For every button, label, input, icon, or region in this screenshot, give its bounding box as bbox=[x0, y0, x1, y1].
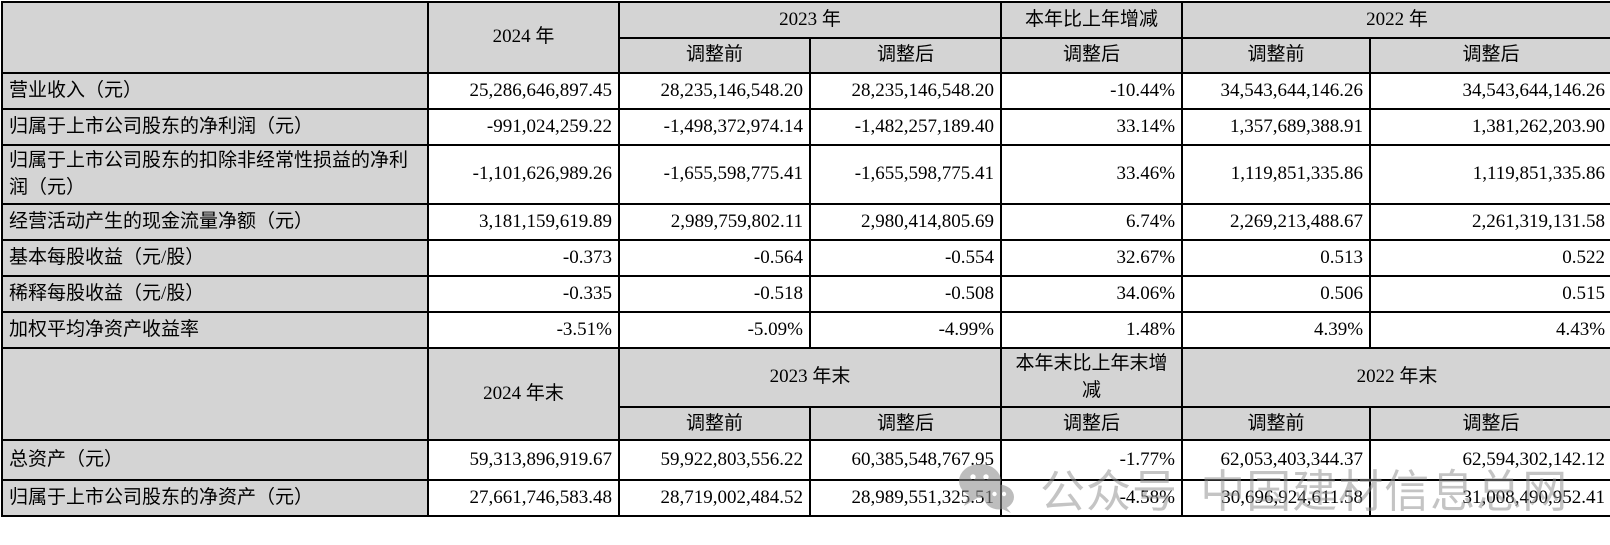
cell-2024: -991,024,259.22 bbox=[427, 108, 620, 146]
cell-2023-before: -0.564 bbox=[618, 239, 811, 278]
row-label: 加权平均净资产收益率 bbox=[1, 311, 429, 350]
subheader-2023-before: 调整前 bbox=[618, 37, 811, 74]
cell-2023-after: -0.554 bbox=[808, 239, 1003, 278]
corner-blank-cell bbox=[1, 1, 429, 74]
cell-2022-after: 1,381,262,203.90 bbox=[1369, 108, 1610, 146]
cell-2024: -3.51% bbox=[427, 311, 620, 350]
cell-2023-before: -0.518 bbox=[618, 275, 811, 314]
cell-2024: -0.335 bbox=[427, 275, 620, 314]
cell-2023-after: 60,385,548,767.95 bbox=[808, 439, 1003, 482]
subheader-2023-after: 调整后 bbox=[808, 37, 1003, 74]
cell-change: 33.46% bbox=[1000, 143, 1184, 206]
table-row-revenue: 营业收入（元） 25,286,646,897.45 28,235,146,548… bbox=[1, 72, 1610, 110]
cell-2022-after: 1,119,851,335.86 bbox=[1369, 143, 1610, 206]
cell-2024: -0.373 bbox=[427, 239, 620, 278]
table-row-total-assets: 总资产（元） 59,313,896,919.67 59,922,803,556.… bbox=[1, 439, 1610, 482]
cell-2023-after: -4.99% bbox=[808, 311, 1003, 350]
row-label: 基本每股收益（元/股） bbox=[1, 239, 429, 278]
cell-2023-after: -0.508 bbox=[808, 275, 1003, 314]
cell-2022-after: 31,008,490,952.41 bbox=[1369, 479, 1610, 518]
cell-2022-after: 2,261,319,131.58 bbox=[1369, 203, 1610, 242]
cell-2022-before: 2,269,213,488.67 bbox=[1181, 203, 1372, 242]
cell-2022-after: 4.43% bbox=[1369, 311, 1610, 350]
cell-2022-before: 0.506 bbox=[1181, 275, 1372, 314]
row-label: 经营活动产生的现金流量净额（元） bbox=[1, 203, 429, 242]
row-label: 归属于上市公司股东的净利润（元） bbox=[1, 108, 429, 146]
cell-2024: -1,101,626,989.26 bbox=[427, 143, 620, 206]
cell-2022-before: 30,696,924,611.58 bbox=[1181, 479, 1372, 518]
subheader-2022-before: 调整前 bbox=[1181, 37, 1372, 74]
cell-2023-before: -5.09% bbox=[618, 311, 811, 350]
cell-2022-after: 62,594,302,142.12 bbox=[1369, 439, 1610, 482]
col-header-2024-end: 2024 年末 bbox=[427, 347, 620, 442]
cell-change: 1.48% bbox=[1000, 311, 1184, 350]
table-row-basic-eps: 基本每股收益（元/股） -0.373 -0.564 -0.554 32.67% … bbox=[1, 239, 1610, 278]
cell-2023-after: -1,655,598,775.41 bbox=[808, 143, 1003, 206]
cell-2022-before: 62,053,403,344.37 bbox=[1181, 439, 1372, 482]
cell-2022-after: 0.522 bbox=[1369, 239, 1610, 278]
cell-2023-before: 2,989,759,802.11 bbox=[618, 203, 811, 242]
row-label: 归属于上市公司股东的净资产（元） bbox=[1, 479, 429, 518]
col-header-2022: 2022 年 bbox=[1181, 1, 1610, 39]
cell-2023-before: 28,235,146,548.20 bbox=[618, 72, 811, 110]
cell-change: 33.14% bbox=[1000, 108, 1184, 146]
cell-2023-after: -1,482,257,189.40 bbox=[808, 108, 1003, 146]
table-row-net-profit: 归属于上市公司股东的净利润（元） -991,024,259.22 -1,498,… bbox=[1, 108, 1610, 146]
col-header-2022-end: 2022 年末 bbox=[1181, 347, 1610, 409]
cell-2023-before: 59,922,803,556.22 bbox=[618, 439, 811, 482]
table-row-weighted-roe: 加权平均净资产收益率 -3.51% -5.09% -4.99% 1.48% 4.… bbox=[1, 311, 1610, 350]
cell-2024: 27,661,746,583.48 bbox=[427, 479, 620, 518]
cell-2022-after: 0.515 bbox=[1369, 275, 1610, 314]
subheader-2023end-after: 调整后 bbox=[808, 406, 1003, 442]
header-row-years-annual: 2024 年 2023 年 本年比上年增减 2022 年 bbox=[1, 1, 1610, 74]
cell-2022-before: 34,543,644,146.26 bbox=[1181, 72, 1372, 110]
row-label: 归属于上市公司股东的扣除非经常性损益的净利润（元） bbox=[1, 143, 429, 206]
cell-2023-before: 28,719,002,484.52 bbox=[618, 479, 811, 518]
subheader-2022end-after: 调整后 bbox=[1369, 406, 1610, 442]
col-header-2023-end: 2023 年末 bbox=[617, 347, 1003, 409]
cell-2023-after: 2,980,414,805.69 bbox=[808, 203, 1003, 242]
subheader-2022end-before: 调整前 bbox=[1181, 406, 1372, 442]
cell-change: -10.44% bbox=[1000, 72, 1184, 110]
cell-2023-after: 28,235,146,548.20 bbox=[808, 72, 1003, 110]
table-row-diluted-eps: 稀释每股收益（元/股） -0.335 -0.518 -0.508 34.06% … bbox=[1, 275, 1610, 314]
subheader-change-after: 调整后 bbox=[1000, 37, 1184, 74]
table-row-net-profit-deducted: 归属于上市公司股东的扣除非经常性损益的净利润（元） -1,101,626,989… bbox=[1, 143, 1610, 206]
cell-change: 6.74% bbox=[1000, 203, 1184, 242]
subheader-2022-after: 调整后 bbox=[1369, 37, 1610, 74]
cell-2022-after: 34,543,644,146.26 bbox=[1369, 72, 1610, 110]
subheader-2023end-before: 调整前 bbox=[618, 406, 811, 442]
row-label: 总资产（元） bbox=[1, 439, 429, 482]
row-label: 营业收入（元） bbox=[1, 72, 429, 110]
cell-2023-after: 28,989,551,325.51 bbox=[808, 479, 1003, 518]
corner-blank-cell-2 bbox=[1, 347, 429, 442]
cell-2022-before: 0.513 bbox=[1181, 239, 1372, 278]
subheader-changeend-after: 调整后 bbox=[1000, 406, 1184, 442]
header-row-years-yearend: 2024 年末 2023 年末 本年末比上年末增减 2022 年末 bbox=[1, 347, 1610, 442]
cell-2024: 25,286,646,897.45 bbox=[427, 72, 620, 110]
header-row-adjust-yearend: 调整前 调整后 调整后 调整前 调整后 bbox=[2, 406, 1610, 442]
row-label: 稀释每股收益（元/股） bbox=[1, 275, 429, 314]
cell-2022-before: 1,119,851,335.86 bbox=[1181, 143, 1372, 206]
cell-change: 34.06% bbox=[1000, 275, 1184, 314]
cell-change: -1.77% bbox=[1000, 439, 1184, 482]
cell-change: 32.67% bbox=[1000, 239, 1184, 278]
financial-indicators-table: 2024 年 2023 年 本年比上年增减 2022 年 调整前 调整后 调整后… bbox=[1, 1, 1610, 518]
cell-2024: 3,181,159,619.89 bbox=[427, 203, 620, 242]
cell-2024: 59,313,896,919.67 bbox=[427, 439, 620, 482]
cell-2022-before: 4.39% bbox=[1181, 311, 1372, 350]
col-header-2023: 2023 年 bbox=[617, 1, 1003, 39]
col-header-change-end: 本年末比上年末增减 bbox=[1000, 347, 1184, 409]
table-row-net-assets: 归属于上市公司股东的净资产（元） 27,661,746,583.48 28,71… bbox=[1, 479, 1610, 518]
cell-change: -4.58% bbox=[1000, 479, 1184, 518]
cell-2023-before: -1,655,598,775.41 bbox=[618, 143, 811, 206]
col-header-change: 本年比上年增减 bbox=[1000, 1, 1184, 39]
header-row-adjust-annual: 调整前 调整后 调整后 调整前 调整后 bbox=[2, 37, 1610, 74]
cell-2022-before: 1,357,689,388.91 bbox=[1181, 108, 1372, 146]
cell-2023-before: -1,498,372,974.14 bbox=[618, 108, 811, 146]
table-row-cash-flow: 经营活动产生的现金流量净额（元） 3,181,159,619.89 2,989,… bbox=[1, 203, 1610, 242]
col-header-2024: 2024 年 bbox=[427, 1, 620, 74]
